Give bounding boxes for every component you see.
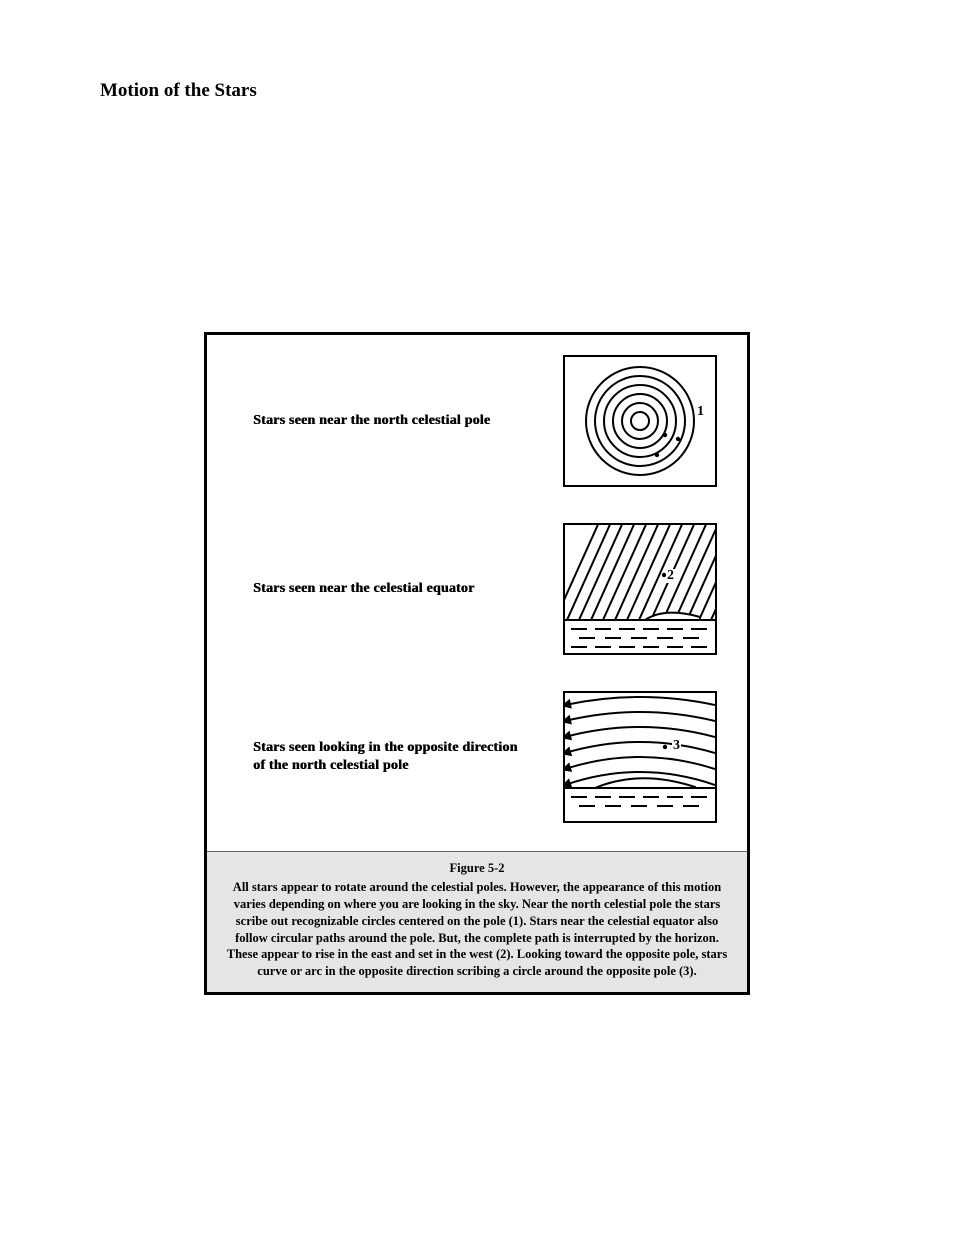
panel-diagonal-trails: 2 bbox=[563, 523, 717, 655]
panel-label: Stars seen near the celestial equator bbox=[253, 580, 563, 598]
panel-arcs-horizon: 3 bbox=[563, 691, 717, 823]
figure-caption-title: Figure 5-2 bbox=[225, 860, 729, 877]
figure-row: Stars seen near the north celestial pole bbox=[253, 355, 717, 487]
concentric-circles-icon bbox=[565, 357, 715, 485]
document-page: Motion of the Stars Stars seen near the … bbox=[0, 0, 954, 1055]
arcs-horizon-icon bbox=[565, 693, 715, 821]
figure-caption: Figure 5-2 All stars appear to rotate ar… bbox=[207, 851, 747, 992]
panel-label: Stars seen looking in the opposite direc… bbox=[253, 739, 563, 775]
figure-caption-body: All stars appear to rotate around the ce… bbox=[227, 880, 727, 978]
panel-number: 2 bbox=[666, 569, 675, 583]
panel-concentric-circles: 1 bbox=[563, 355, 717, 487]
panel-number: 3 bbox=[672, 739, 681, 753]
figure-row: Stars seen near the celestial equator bbox=[253, 523, 717, 655]
panel-label: Stars seen near the north celestial pole bbox=[253, 412, 563, 430]
panel-number: 1 bbox=[696, 405, 705, 419]
figure-row: Stars seen looking in the opposite direc… bbox=[253, 691, 717, 823]
figure-panels: Stars seen near the north celestial pole bbox=[207, 335, 747, 851]
figure-5-2: Stars seen near the north celestial pole bbox=[204, 332, 750, 995]
diagonal-trails-icon bbox=[565, 525, 715, 653]
page-title: Motion of the Stars bbox=[100, 80, 854, 102]
